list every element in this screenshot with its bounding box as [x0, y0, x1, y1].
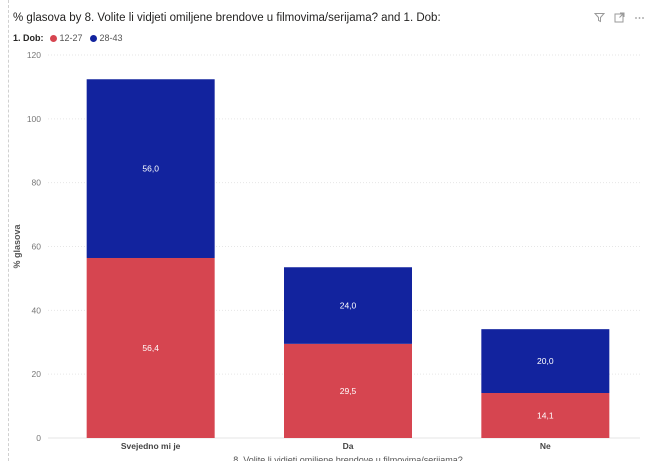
bar-segment — [481, 392, 610, 438]
legend-entry-28-43[interactable]: 28-43 — [89, 33, 123, 43]
visual-border — [8, 0, 10, 461]
legend-label-12-27: 12-27 — [59, 33, 83, 43]
x-tick-label: Svejedno mi je — [121, 441, 181, 451]
bar-segment — [284, 343, 412, 438]
y-tick-label: 20 — [32, 369, 42, 379]
y-tick-label: 100 — [27, 114, 41, 124]
bar-segment — [284, 267, 412, 344]
focus-mode-icon[interactable] — [613, 11, 626, 24]
x-axis-title: 8. Volite li vidjeti omiljene brendove u… — [233, 455, 463, 461]
y-axis-title: % glasova — [12, 224, 22, 269]
bar-segment — [481, 329, 610, 393]
data-label: 29,5 — [340, 386, 357, 396]
legend-label-28-43: 28-43 — [99, 33, 123, 43]
filter-icon[interactable] — [593, 11, 606, 24]
visual-header-toolbar — [593, 11, 646, 24]
bar-segment — [86, 79, 215, 258]
y-tick-label: 60 — [32, 242, 42, 252]
y-tick-label: 0 — [36, 433, 41, 443]
data-label: 24,0 — [340, 301, 357, 311]
data-label: 56,0 — [142, 164, 159, 174]
legend-title: 1. Dob: — [13, 33, 44, 43]
data-label: 56,4 — [142, 343, 159, 353]
y-tick-label: 80 — [32, 178, 42, 188]
bar-segment — [86, 257, 215, 438]
data-label: 20,0 — [537, 356, 554, 366]
y-tick-label: 40 — [32, 305, 42, 315]
data-label: 14,1 — [537, 410, 554, 420]
x-tick-label: Ne — [540, 441, 551, 451]
y-tick-label: 120 — [27, 50, 41, 60]
chart-title: % glasova by 8. Volite li vidjeti omilje… — [13, 12, 441, 24]
legend-swatch-28-43 — [89, 34, 97, 42]
legend-entry-12-27[interactable]: 12-27 — [49, 33, 83, 43]
legend-swatch-12-27 — [49, 34, 57, 42]
legend: 1. Dob: 12-27 28-43 — [13, 33, 126, 43]
more-options-icon[interactable] — [633, 11, 646, 24]
x-tick-label: Da — [343, 441, 354, 451]
